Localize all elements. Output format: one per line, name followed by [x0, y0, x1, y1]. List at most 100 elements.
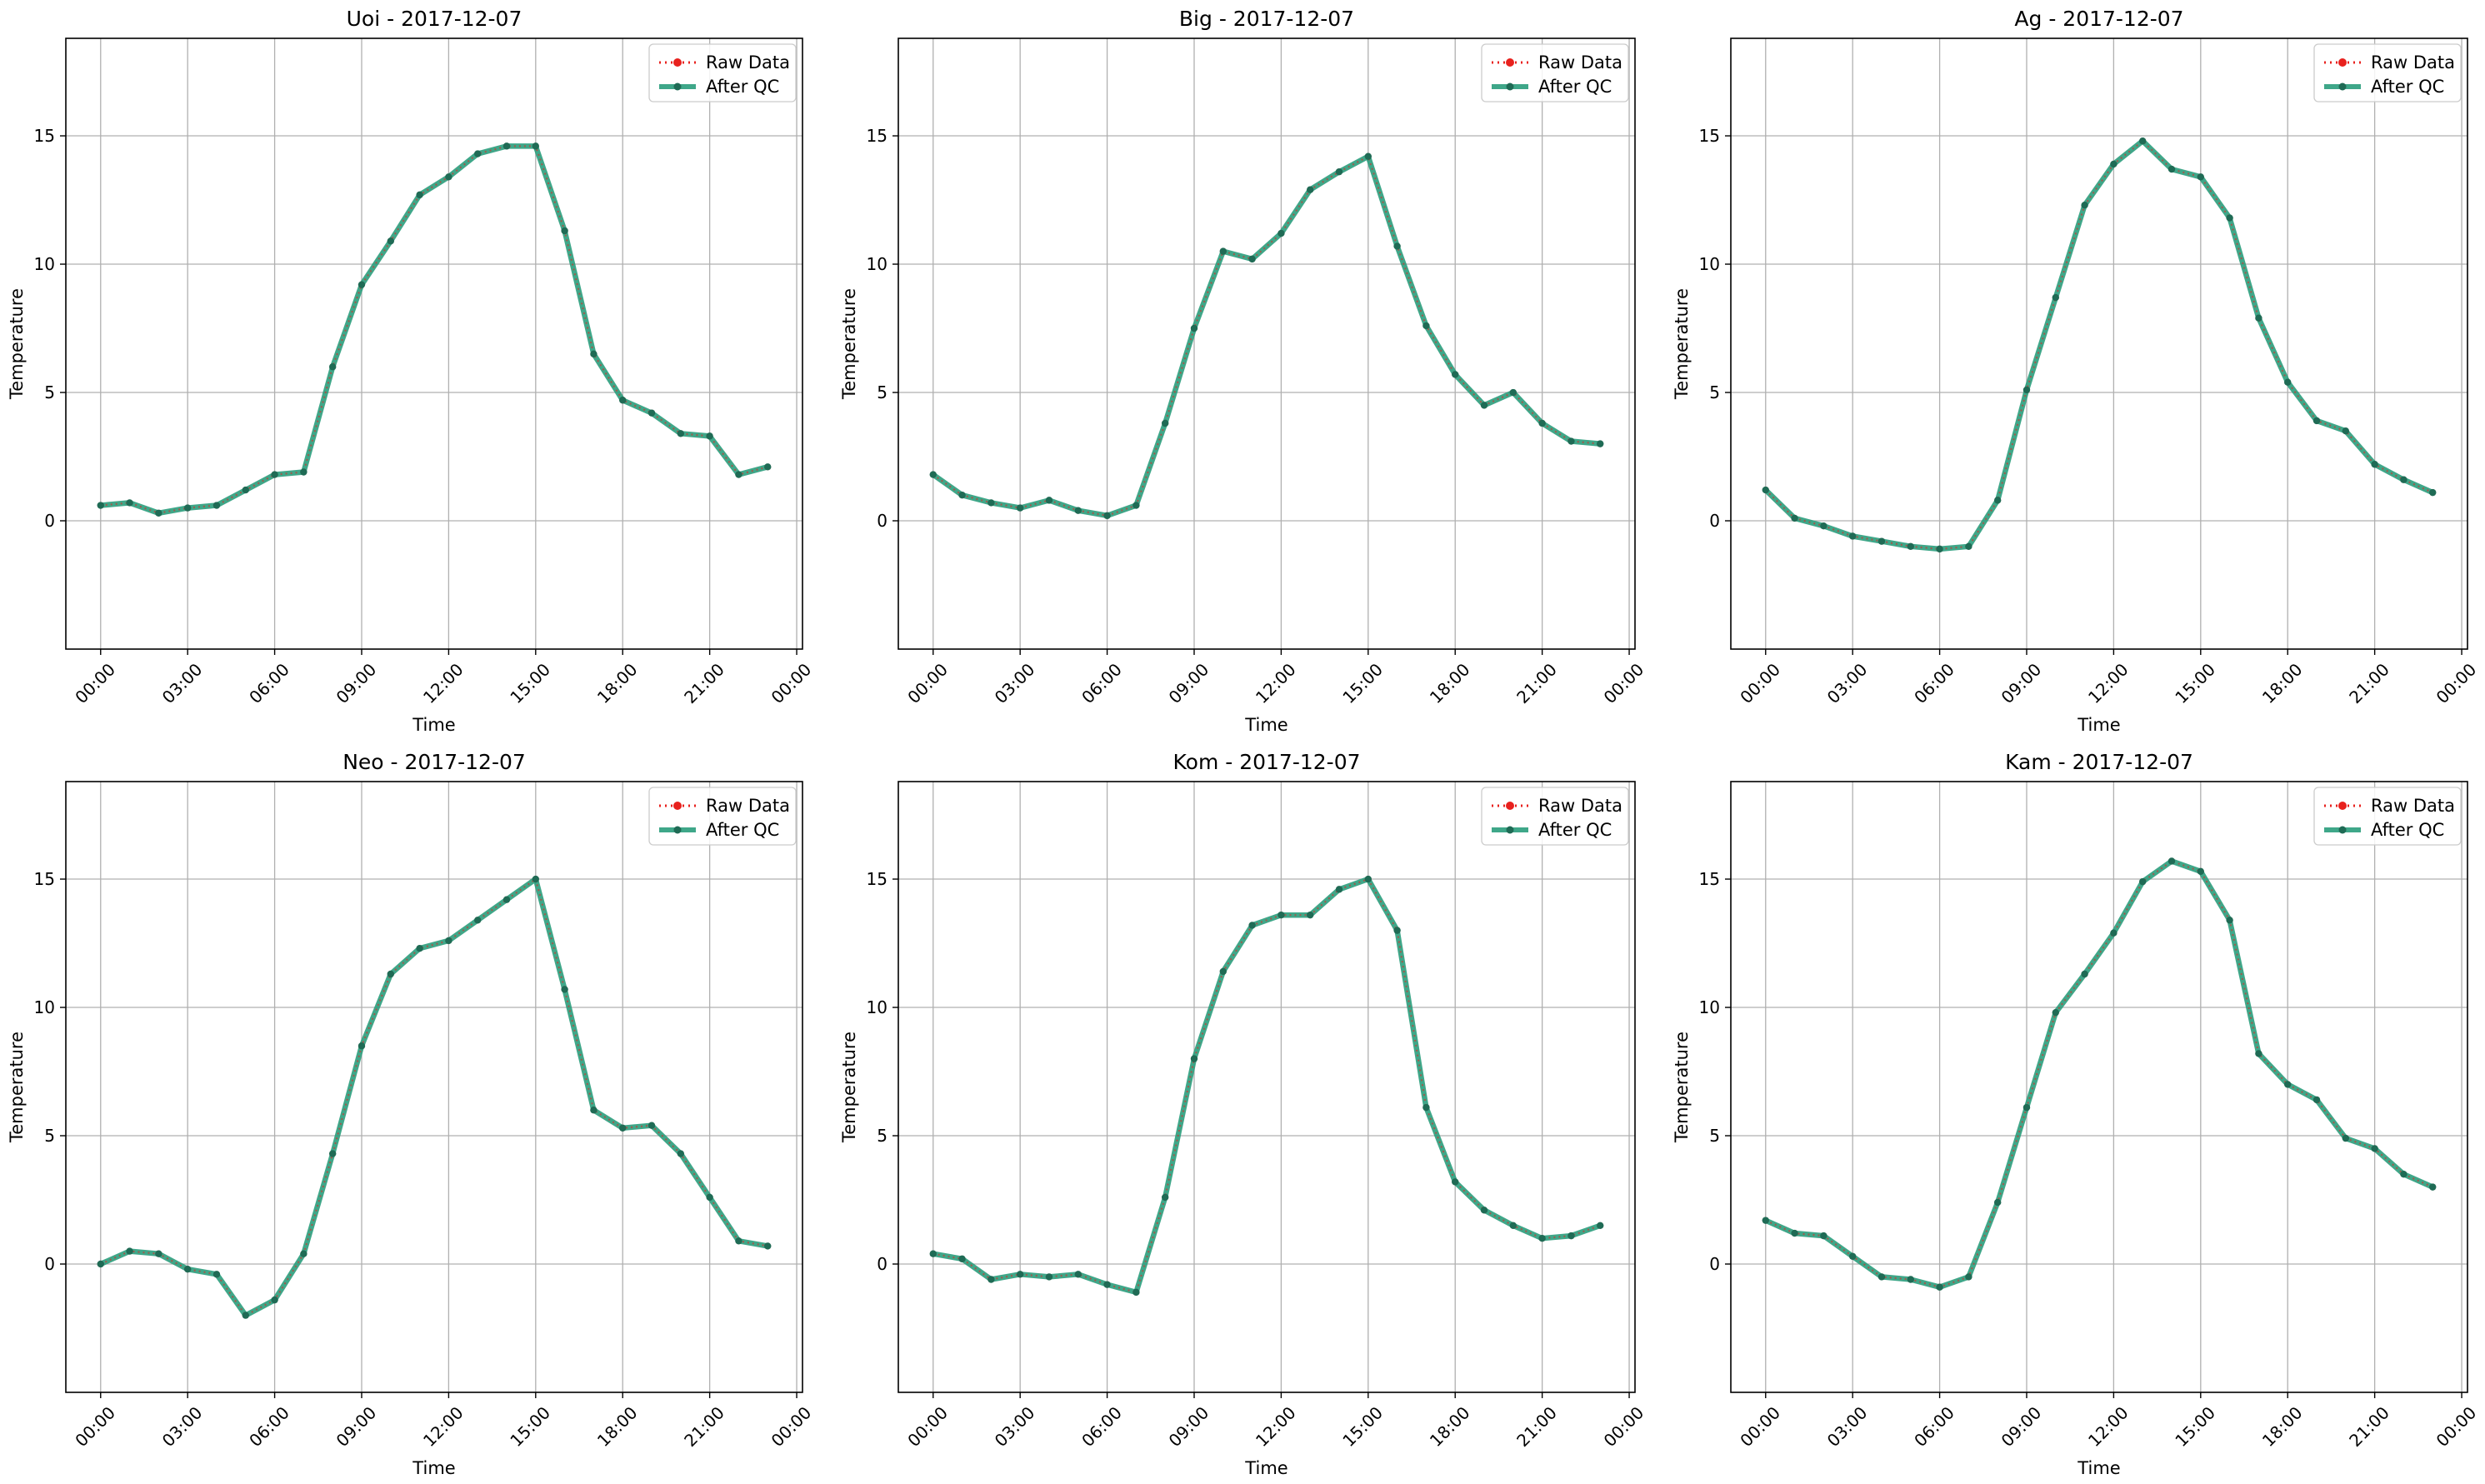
y-tick-label: 5 — [877, 382, 888, 402]
after-qc-point — [2022, 1103, 2031, 1112]
series-line-raw-data — [1765, 139, 2433, 551]
after-qc-point — [677, 1150, 685, 1157]
after-qc-point — [1509, 1222, 1518, 1230]
legend-marker-raw-data — [2338, 58, 2347, 67]
x-axis-label: Time — [2077, 715, 2120, 735]
after-qc-point — [1422, 322, 1430, 330]
after-qc-point — [2429, 1183, 2437, 1191]
after-qc-point — [1248, 922, 1256, 929]
after-qc-point — [1993, 1198, 2002, 1207]
after-qc-point — [1045, 1273, 1053, 1281]
legend: Raw Data After QC — [1481, 43, 1629, 102]
legend-label-raw-data: Raw Data — [706, 796, 790, 816]
after-qc-point — [1452, 1178, 1459, 1186]
after-qc-point — [2342, 427, 2350, 435]
after-qc-point — [1335, 886, 1343, 893]
legend-label-raw-data: Raw Data — [1538, 52, 1622, 72]
after-qc-point — [1452, 371, 1459, 378]
after-qc-point — [2197, 173, 2205, 181]
y-tick-label: 0 — [877, 511, 888, 531]
y-tick-label: 10 — [34, 997, 55, 1017]
after-qc-point — [1993, 497, 2002, 504]
y-tick-label: 10 — [1699, 254, 1720, 274]
after-qc-point — [648, 409, 656, 417]
after-qc-point — [2284, 1081, 2292, 1088]
after-qc-point — [1016, 504, 1024, 512]
legend-label-raw-data: Raw Data — [706, 52, 790, 72]
after-qc-point — [2226, 917, 2233, 924]
after-qc-point — [212, 502, 221, 509]
after-qc-point — [502, 142, 511, 150]
after-qc-point — [929, 471, 937, 478]
after-qc-point — [1878, 537, 1886, 545]
after-qc-point — [1762, 486, 1769, 494]
after-qc-point — [155, 1250, 162, 1257]
after-qc-point — [2400, 1171, 2408, 1178]
after-qc-point — [2110, 929, 2118, 937]
after-qc-point — [126, 1247, 133, 1255]
x-axis-label: Time — [1244, 715, 1288, 735]
after-qc-point — [328, 363, 337, 371]
after-qc-point — [183, 1265, 192, 1273]
after-qc-point — [445, 937, 452, 945]
after-qc-point — [1132, 1288, 1140, 1297]
y-tick-label: 15 — [1699, 126, 1720, 146]
legend-marker-after-qc — [673, 82, 682, 91]
after-qc-point — [2255, 314, 2262, 322]
after-qc-point — [1278, 911, 1285, 919]
after-qc-point — [735, 471, 742, 478]
after-qc-point — [561, 227, 568, 235]
legend-marker-raw-data — [2338, 802, 2347, 810]
after-qc-point — [2110, 160, 2118, 168]
after-qc-point — [2168, 165, 2176, 173]
legend-marker-after-qc — [2338, 826, 2347, 834]
legend-marker-raw-data — [673, 58, 682, 67]
subplot-title: Neo - 2017-12-07 — [342, 750, 526, 774]
after-qc-point — [2052, 293, 2059, 302]
after-qc-point — [619, 1124, 627, 1132]
after-qc-point — [2255, 1050, 2262, 1057]
after-qc-point — [387, 237, 394, 245]
after-qc-point — [1791, 1229, 1798, 1237]
legend-marker-after-qc — [1506, 826, 1514, 834]
after-qc-point — [619, 397, 627, 404]
after-qc-point — [2371, 1145, 2378, 1152]
subplot-title: Kom - 2017-12-07 — [1173, 750, 1361, 774]
y-tick-label: 10 — [867, 997, 888, 1017]
after-qc-point — [300, 468, 308, 476]
after-qc-point — [271, 471, 278, 478]
x-axis-label: Time — [412, 715, 455, 735]
y-tick-label: 0 — [1709, 1254, 1720, 1274]
legend-marker-raw-data — [673, 802, 682, 810]
plot-frame — [1730, 781, 2468, 1393]
after-qc-point — [2197, 867, 2205, 875]
after-qc-point — [706, 432, 713, 440]
after-qc-point — [958, 492, 966, 499]
y-tick-label: 15 — [34, 126, 55, 146]
after-qc-point — [474, 150, 482, 157]
after-qc-point — [1538, 419, 1546, 427]
x-axis-label: Time — [2077, 1458, 2120, 1478]
after-qc-point — [1307, 186, 1314, 193]
y-axis-label: Temperature — [1672, 1032, 1692, 1143]
after-qc-point — [1936, 1283, 1943, 1291]
y-tick-label: 15 — [867, 869, 888, 889]
series-line-raw-data — [1765, 860, 2433, 1288]
after-qc-point — [1422, 1103, 1430, 1112]
after-qc-point — [2052, 1008, 2059, 1017]
after-qc-point — [416, 191, 423, 199]
after-qc-point — [561, 986, 568, 993]
after-qc-point — [1074, 507, 1082, 514]
after-qc-point — [988, 499, 995, 507]
legend-label-raw-data: Raw Data — [2371, 796, 2455, 816]
after-qc-point — [1307, 911, 1314, 919]
y-tick-label: 10 — [1699, 997, 1720, 1017]
after-qc-point — [358, 281, 366, 288]
subplot-title: Uoi - 2017-12-07 — [347, 7, 522, 31]
after-qc-point — [2139, 137, 2147, 145]
after-qc-point — [1597, 1222, 1604, 1230]
after-qc-point — [155, 509, 162, 517]
after-qc-point — [2139, 877, 2147, 886]
